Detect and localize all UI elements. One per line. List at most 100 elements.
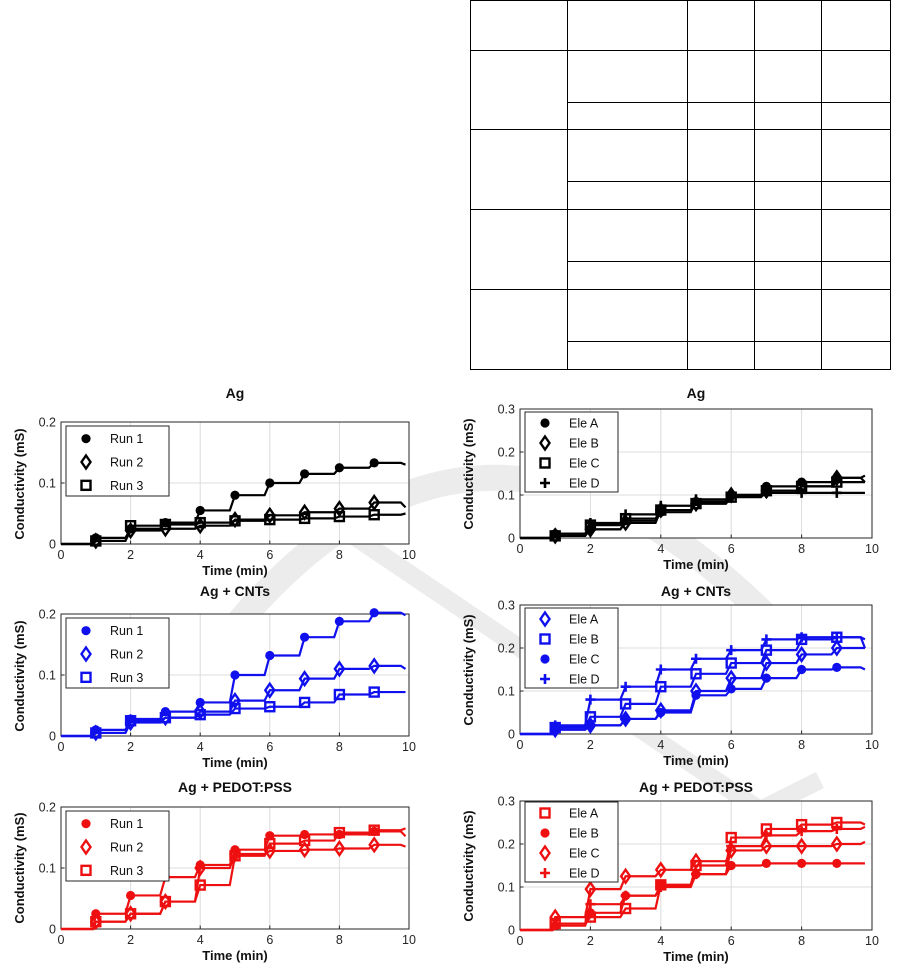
data-point <box>159 518 172 531</box>
chart-ag-cnts-runs: 0 2 4 6 8 10 0 0.1 0.2 Ag + CNTs Time (min) Conduct… <box>12 583 416 770</box>
table-cell <box>567 288 688 342</box>
data-point <box>263 681 276 699</box>
x-tick-label: 2 <box>127 933 134 947</box>
legend-marker <box>540 654 550 664</box>
axes-box <box>519 800 873 931</box>
data-point <box>691 494 701 505</box>
data-point <box>832 662 842 672</box>
data-point <box>796 826 807 837</box>
data-point <box>159 711 172 724</box>
data-point <box>585 899 596 910</box>
table-cell <box>567 50 688 104</box>
legend-marker-square <box>539 807 551 819</box>
data-point <box>300 632 310 642</box>
table-cell <box>754 129 822 183</box>
data-point <box>368 824 380 836</box>
data-point <box>264 837 276 850</box>
axes-box <box>519 408 873 539</box>
data-point <box>619 867 632 885</box>
legend-marker <box>80 453 92 471</box>
x-tick-label: 8 <box>798 934 805 948</box>
table-cell <box>754 0 822 52</box>
data-point <box>831 632 842 643</box>
x-tick-label: 6 <box>266 933 273 947</box>
x-axis-label: Time (min) <box>202 948 268 963</box>
legend-marker <box>539 434 551 452</box>
legend-marker-diamond <box>80 838 92 856</box>
data-point <box>726 841 737 852</box>
legend-marker-diamond <box>539 844 551 862</box>
legend-marker <box>539 844 551 862</box>
x-tick-label: 0 <box>58 548 65 562</box>
y-tick-label: 0 <box>508 728 515 742</box>
data-point <box>368 836 381 854</box>
data-point <box>797 858 807 868</box>
data-point <box>760 654 773 672</box>
table-cell <box>687 288 755 342</box>
data-point <box>124 908 137 920</box>
data-point <box>300 829 310 840</box>
data-point <box>333 500 346 518</box>
data-point <box>334 463 344 473</box>
data-point <box>655 500 666 511</box>
y-axis-label: Conductivity (mS) <box>12 428 27 539</box>
data-point <box>229 850 241 862</box>
x-axis-label: Time (min) <box>202 755 268 770</box>
legend-marker <box>539 457 551 469</box>
data-point <box>619 698 632 710</box>
data-point <box>620 509 631 520</box>
chart-ag-electrodes: 0 2 4 6 8 10 0 0.1 0.2 0.3 Ag Time (min) Conductivit… <box>461 386 879 572</box>
table-cell <box>470 50 568 131</box>
data-point <box>333 839 346 858</box>
table-cell <box>821 0 891 52</box>
data-point <box>655 664 666 675</box>
table-cell <box>821 288 891 342</box>
data-point <box>368 493 381 512</box>
series-ele-d <box>520 487 865 540</box>
legend-marker-plus <box>540 674 550 684</box>
x-tick-label: 6 <box>728 542 735 556</box>
legend-marker-diamond <box>539 610 551 628</box>
table-cell <box>687 208 755 262</box>
table-cell <box>687 340 755 371</box>
data-point <box>194 859 207 877</box>
table-cell <box>687 260 755 290</box>
table-cell <box>821 181 891 210</box>
x-tick-label: 8 <box>336 548 343 562</box>
legend-label: Run 2 <box>110 456 143 470</box>
x-tick-label: 2 <box>127 548 134 562</box>
data-point <box>368 686 380 698</box>
data-point <box>795 645 808 664</box>
data-point <box>263 506 276 524</box>
data-point <box>725 841 738 860</box>
x-tick-label: 10 <box>865 934 879 948</box>
data-point <box>585 720 595 730</box>
x-tick-label: 10 <box>865 738 879 752</box>
table-cell <box>821 50 891 104</box>
legend-marker <box>540 868 550 878</box>
data-point <box>584 880 597 898</box>
x-tick-label: 6 <box>266 740 273 754</box>
table-cell <box>470 129 568 210</box>
data-point <box>229 702 241 715</box>
chart-title: Ag <box>687 386 706 401</box>
legend-label: Ele B <box>569 437 599 451</box>
legend-marker-circle <box>81 434 91 444</box>
x-tick-label: 10 <box>402 740 416 754</box>
legend-marker <box>80 838 92 856</box>
data-point <box>761 858 771 868</box>
table-cell <box>567 129 688 183</box>
data-point <box>298 512 311 525</box>
series-line <box>61 827 406 931</box>
data-point <box>620 681 631 692</box>
data-point <box>726 684 736 694</box>
y-tick-label: 0.2 <box>39 416 56 430</box>
x-tick-label: 10 <box>865 542 879 556</box>
x-tick-label: 4 <box>657 738 664 752</box>
table-cell <box>687 181 755 210</box>
data-point <box>830 835 843 853</box>
table-cell <box>754 181 822 210</box>
table-cell <box>754 208 822 262</box>
legend-label: Ele D <box>569 477 600 491</box>
x-tick-label: 6 <box>728 738 735 752</box>
